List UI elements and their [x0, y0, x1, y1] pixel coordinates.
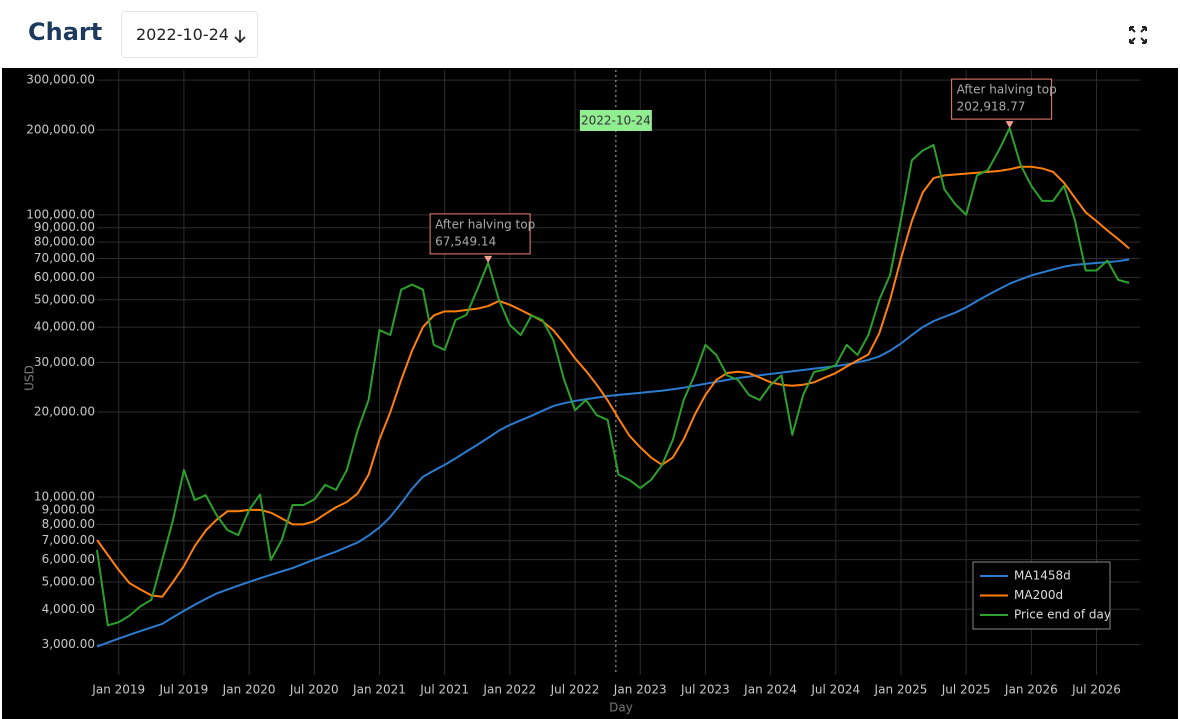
x-tick-label: Jan 2026: [1004, 683, 1058, 697]
annotation-box: [429, 213, 531, 255]
annotation-arrow: [484, 255, 493, 263]
annotation-arrow: [1005, 121, 1014, 129]
y-tick-label: 100,000.00: [26, 207, 95, 221]
annotation-title: After halving top: [435, 217, 535, 231]
x-tick-label: Jan 2022: [482, 683, 536, 697]
legend-label: Price end of day: [1014, 608, 1111, 622]
y-tick-label: 20,000.00: [34, 405, 95, 419]
x-tick-label: Jul 2023: [680, 683, 730, 697]
y-tick-label: 200,000.00: [26, 122, 95, 136]
x-axis-label: Day: [609, 701, 633, 715]
legend-label: MA200d: [1014, 588, 1063, 602]
x-tick-label: Jan 2024: [743, 683, 797, 697]
x-tick-label: Jan 2025: [874, 683, 928, 697]
y-tick-label: 3,000.00: [42, 637, 95, 651]
x-tick-label: Jul 2019: [158, 683, 208, 697]
annotation-value: 202,918.77: [957, 100, 1026, 114]
legend-label: MA1458d: [1014, 569, 1071, 583]
y-tick-label: 6,000.00: [42, 552, 95, 566]
x-tick-label: Jul 2025: [941, 683, 991, 697]
marker-label-box: [579, 110, 652, 131]
y-tick-label: 5,000.00: [42, 574, 95, 588]
x-tick-label: Jul 2024: [810, 683, 860, 697]
y-tick-label: 300,000.00: [26, 73, 95, 87]
x-tick-label: Jan 2021: [352, 683, 406, 697]
y-tick-label: 90,000.00: [34, 220, 95, 234]
y-tick-label: 10,000.00: [34, 490, 95, 504]
x-tick-label: Jul 2026: [1071, 683, 1121, 697]
header: Chart 2022-10-24: [0, 0, 1180, 68]
header-title: Chart: [28, 18, 103, 46]
y-tick-label: 80,000.00: [34, 235, 95, 249]
arrow-icon: [234, 30, 246, 44]
y-tick-label: 50,000.00: [34, 292, 95, 306]
series-line: [96, 127, 1130, 627]
series-line: [96, 258, 1130, 648]
x-tick-label: Jul 2020: [289, 683, 339, 697]
marker-label: 2022-10-24: [581, 114, 651, 128]
chart: USD Day 3,000.00 4,000.00 5,000.00 6,000.00…: [2, 68, 1178, 719]
annotation-box: [951, 78, 1053, 120]
annotation-value: 67,549.14: [435, 234, 496, 248]
x-tick-label: Jan 2023: [613, 683, 667, 697]
y-tick-label: 8,000.00: [42, 517, 95, 531]
x-tick-label: Jul 2022: [550, 683, 600, 697]
date-picker-value: 2022-10-24: [136, 25, 229, 44]
y-tick-label: 70,000.00: [34, 251, 95, 265]
annotation-title: After halving top: [957, 83, 1057, 97]
y-tick-label: 40,000.00: [34, 320, 95, 334]
y-axis-label: USD: [23, 365, 37, 391]
series-line: [96, 165, 1130, 598]
y-tick-label: 9,000.00: [42, 502, 95, 516]
x-tick-label: Jan 2019: [91, 683, 145, 697]
y-tick-label: 60,000.00: [34, 270, 95, 284]
x-tick-label: Jul 2021: [419, 683, 469, 697]
y-tick-label: 30,000.00: [34, 355, 95, 369]
x-tick-label: Jan 2020: [222, 683, 276, 697]
y-tick-label: 7,000.00: [42, 533, 95, 547]
y-tick-label: 4,000.00: [42, 602, 95, 616]
date-picker[interactable]: 2022-10-24: [121, 11, 258, 58]
expand-button[interactable]: [1129, 26, 1147, 44]
